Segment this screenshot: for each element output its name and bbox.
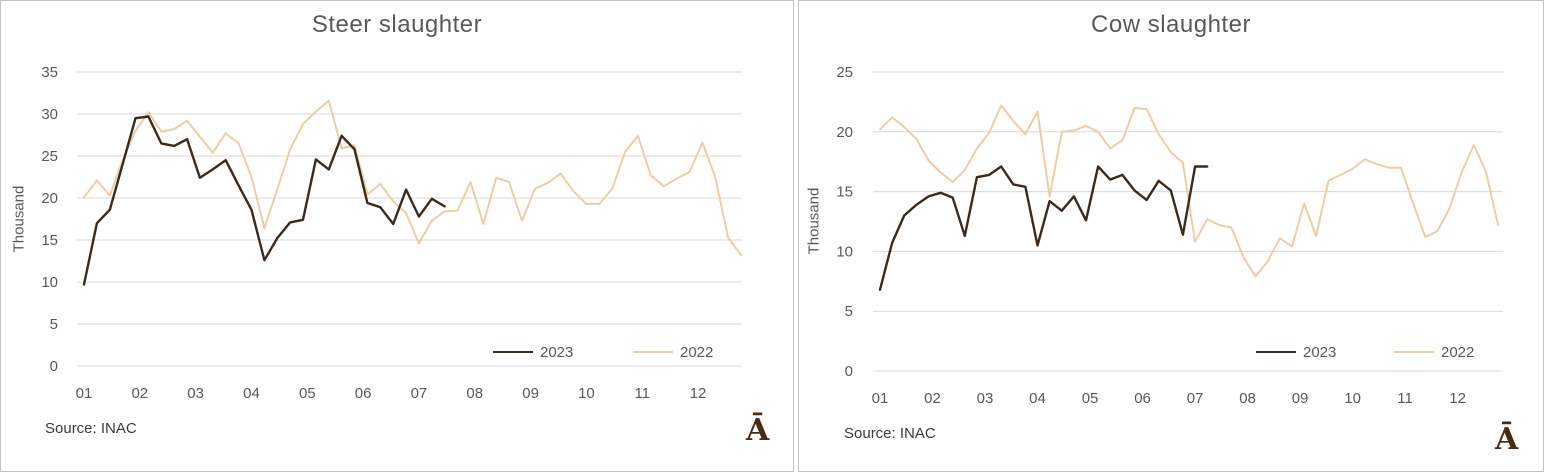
y-tick-label: 25: [836, 64, 853, 81]
legend-item-2022: 2022: [1394, 343, 1475, 361]
series-line-2023: [878, 165, 1209, 291]
y-tick-label: 10: [41, 274, 58, 291]
y-tick-label: 30: [41, 106, 58, 123]
x-tick-label: 04: [243, 385, 260, 402]
x-tick-label: 06: [355, 385, 372, 402]
x-tick-label: 10: [1344, 390, 1361, 407]
x-tick-label: 10: [578, 385, 595, 402]
y-tick-label: 35: [41, 64, 58, 81]
x-tick-label: 07: [1187, 390, 1204, 407]
x-tick-label: 01: [872, 390, 889, 407]
cow-chart-panel: 0 5 10 15 20 25 01 02 03 04 05 06 07 08 09 10 11 12 Cow s…: [798, 0, 1544, 472]
series-line-2022: [83, 99, 742, 257]
x-tick-label: 08: [1239, 390, 1256, 407]
x-tick-label: 01: [76, 385, 93, 402]
legend-label-2022: 2022: [1441, 343, 1475, 361]
legend-item-2023: 2023: [493, 343, 574, 361]
x-tick-label: 09: [1292, 390, 1309, 407]
source-caption: Source: INAC: [844, 425, 936, 442]
x-tick-label: 11: [634, 385, 650, 402]
y-tick-label: 15: [41, 232, 58, 249]
y-tick-label: 5: [50, 316, 58, 333]
legend-label-2022: 2022: [680, 343, 714, 361]
y-tick-label: 20: [41, 190, 58, 207]
brand-logo-glyph: Ā: [746, 413, 770, 448]
chart-title-cow: Cow slaughter: [1091, 11, 1251, 38]
legend-item-2023: 2023: [1256, 343, 1337, 361]
brand-logo-glyph: Ā: [1495, 422, 1519, 457]
legend-line-2022-swatch: [633, 351, 673, 353]
y-axis-title: Thousand: [805, 187, 823, 255]
x-tick-label: 05: [1082, 390, 1099, 407]
legend-line-2023-swatch: [1256, 351, 1296, 353]
source-caption: Source: INAC: [45, 420, 137, 437]
x-tick-label: 05: [299, 385, 316, 402]
x-tick-label: 03: [977, 390, 994, 407]
y-tick-label: 15: [836, 184, 853, 201]
legend-line-2022-swatch: [1394, 351, 1434, 353]
x-tick-label: 02: [131, 385, 148, 402]
y-tick-label: 20: [836, 124, 853, 141]
legend-item-2022: 2022: [633, 343, 714, 361]
y-tick-label: 0: [50, 358, 58, 375]
legend-line-2023-swatch: [493, 351, 533, 353]
chart-title-steer: Steer slaughter: [311, 11, 483, 38]
y-tick-label: 10: [836, 243, 853, 260]
legend-label-2023: 2023: [1303, 343, 1337, 361]
x-tick-label: 12: [1449, 390, 1466, 407]
y-tick-label: 5: [845, 303, 853, 320]
x-tick-label: 02: [924, 390, 941, 407]
x-tick-label: 11: [1397, 390, 1413, 407]
x-tick-label: 06: [1134, 390, 1151, 407]
x-tick-label: 08: [466, 385, 483, 402]
legend-label-2023: 2023: [540, 343, 574, 361]
x-tick-label: 12: [690, 385, 707, 402]
x-tick-label: 07: [411, 385, 428, 402]
x-tick-label: 04: [1029, 390, 1046, 407]
series-line-2023: [82, 115, 446, 286]
x-tick-label: 09: [522, 385, 539, 402]
y-axis-title: Thousand: [10, 185, 28, 253]
x-tick-label: 03: [187, 385, 204, 402]
series-line-2022: [879, 104, 1499, 278]
y-tick-label: 0: [845, 363, 853, 380]
steer-chart-panel: 0 5 10 15 20 25 30 35 01 02 03 04 05 06 07 08 09 10 11 12 S…: [0, 0, 794, 472]
y-tick-label: 25: [41, 148, 58, 165]
